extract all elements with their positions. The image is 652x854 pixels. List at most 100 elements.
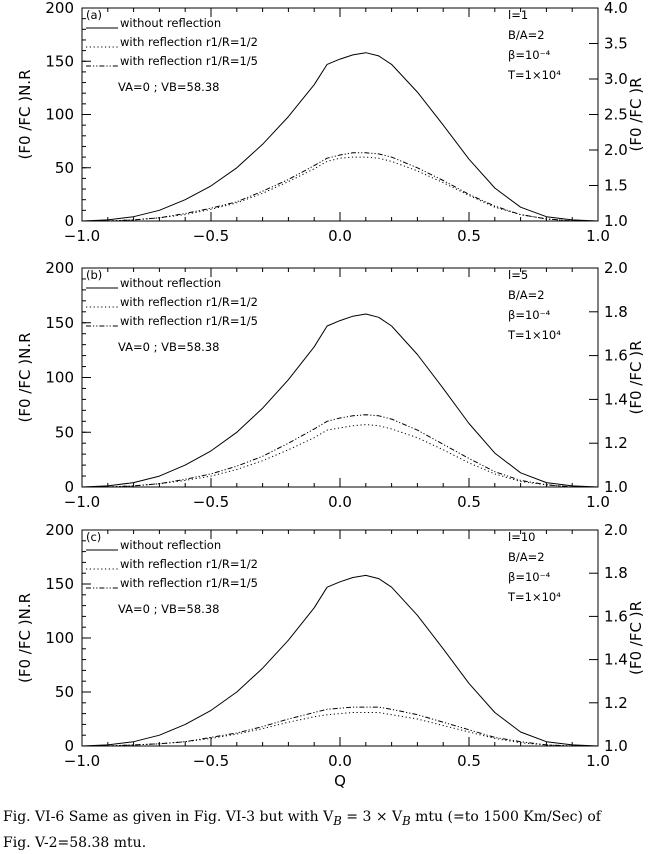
y-axis-label-left: (F0 /FC )N.R <box>16 593 34 683</box>
y-right-tick-label: 3.5 <box>604 35 628 53</box>
y-right-tick-label: 1.4 <box>604 651 628 669</box>
y-right-tick-label: 2.0 <box>604 141 628 159</box>
x-tick-label: 0.0 <box>328 493 352 511</box>
y-left-tick-label: 150 <box>45 314 74 332</box>
panel-label: (c) <box>86 530 101 544</box>
y-left-tick-label: 200 <box>45 0 74 17</box>
chart-panel-3: −1.0 −0.5 0.0 0.5 1.0 0 50 100 150 200 1.0 1.2 1.4 1.… <box>16 521 645 790</box>
param-label: B/A=2 <box>508 550 545 564</box>
param-label: B/A=2 <box>508 28 545 42</box>
y-left-tick-label: 100 <box>45 369 74 387</box>
param-label: T=1×10⁴ <box>507 68 561 82</box>
series-line-solid <box>81 313 599 488</box>
series-line-dashdot <box>82 706 598 747</box>
series-line-dotted <box>82 424 598 488</box>
legend-label: with reflection r1/R=1/5 <box>120 54 258 68</box>
y-left-tick-label: 50 <box>55 159 74 177</box>
param-label: β=10⁻⁴ <box>508 308 551 322</box>
param-label: β=10⁻⁴ <box>508 48 551 62</box>
figure-caption: Fig. VI-6 Same as given in Fig. VI-3 but… <box>3 806 651 854</box>
y-left-tick-label: 100 <box>45 629 74 647</box>
series-line-dotted <box>82 156 598 222</box>
y-right-tick-label: 3.0 <box>604 70 628 88</box>
param-label: T=1×10⁴ <box>507 328 561 342</box>
series-line-dotted <box>82 712 598 747</box>
x-tick-label: 0.5 <box>457 493 481 511</box>
x-tick-label: −1.0 <box>64 752 100 770</box>
figure: −1.0 −0.5 0.0 0.5 1.0 0 50 100 150 200 1.0 1.5 2.0 2.… <box>16 0 645 790</box>
legend-label: with reflection r1/R=1/2 <box>120 557 258 571</box>
y-left-tick-label: 150 <box>45 575 74 593</box>
series-line-solid <box>81 574 599 747</box>
legend-label: with reflection r1/R=1/2 <box>120 295 258 309</box>
legend-label: with reflection r1/R=1/5 <box>120 576 258 590</box>
x-tick-label: 1.0 <box>586 752 610 770</box>
y-right-tick-label: 1.0 <box>604 478 628 496</box>
velocity-note: VA=0 ; VB=58.38 <box>118 340 219 354</box>
legend-label: without reflection <box>120 16 221 30</box>
param-label: β=10⁻⁴ <box>508 570 551 584</box>
chart-panel-1: −1.0 −0.5 0.0 0.5 1.0 0 50 100 150 200 1.0 1.5 2.0 2.… <box>16 0 645 245</box>
x-tick-label: −1.0 <box>64 493 100 511</box>
velocity-note: VA=0 ; VB=58.38 <box>118 80 219 94</box>
y-right-tick-label: 1.5 <box>604 177 628 195</box>
caption-sub-2: B <box>402 813 411 828</box>
caption-text-1: Fig. VI-6 Same as given in Fig. VI-3 but… <box>3 809 334 825</box>
param-label: l=1 <box>508 8 528 22</box>
x-tick-label: −0.5 <box>193 227 229 245</box>
panel-label: (b) <box>86 268 102 282</box>
y-axis-label-right: (F0 /FC )R <box>627 601 645 675</box>
caption-line-1: Fig. VI-6 Same as given in Fig. VI-3 but… <box>3 806 651 832</box>
y-axis-label-right: (F0 /FC )R <box>627 78 645 152</box>
caption-sub-1: B <box>333 813 342 828</box>
caption-line-2: Fig. V-2=58.38 mtu. <box>3 834 147 851</box>
legend-label: with reflection r1/R=1/2 <box>120 35 258 49</box>
y-left-tick-label: 0 <box>64 737 74 755</box>
caption-eq: = 3 × V <box>341 809 403 825</box>
x-tick-label: −1.0 <box>64 227 100 245</box>
y-axis-label-left: (F0 /FC )N.R <box>16 70 34 160</box>
y-right-tick-label: 2.0 <box>604 259 628 277</box>
x-tick-label: 0.0 <box>328 752 352 770</box>
y-axis-label-right: (F0 /FC )R <box>627 341 645 415</box>
y-right-tick-label: 1.0 <box>604 737 628 755</box>
y-axis-label-left: (F0 /FC )N.R <box>16 333 34 423</box>
legend-label: without reflection <box>120 538 221 552</box>
x-tick-label: 0.5 <box>457 752 481 770</box>
param-label: l=10 <box>508 530 535 544</box>
y-left-tick-label: 0 <box>64 212 74 230</box>
y-left-tick-label: 50 <box>55 423 74 441</box>
y-left-tick-label: 50 <box>55 683 74 701</box>
x-axis-label: Q <box>334 772 346 790</box>
y-right-tick-label: 1.6 <box>604 607 628 625</box>
x-tick-label: 1.0 <box>586 227 610 245</box>
y-right-tick-label: 1.6 <box>604 347 628 365</box>
chart-panel-2: −1.0 −0.5 0.0 0.5 1.0 0 50 100 150 200 1.0 1.2 1.4 1.… <box>16 259 645 511</box>
y-left-tick-label: 100 <box>45 106 74 124</box>
series-line-solid <box>81 52 599 222</box>
y-right-tick-label: 1.4 <box>604 390 628 408</box>
y-left-tick-label: 200 <box>45 259 74 277</box>
y-right-tick-label: 1.2 <box>604 434 628 452</box>
y-right-tick-label: 4.0 <box>604 0 628 17</box>
legend-label: without reflection <box>120 276 221 290</box>
y-left-tick-label: 200 <box>45 521 74 539</box>
y-right-tick-label: 1.8 <box>604 303 628 321</box>
velocity-note: VA=0 ; VB=58.38 <box>118 602 219 616</box>
x-tick-label: 1.0 <box>586 493 610 511</box>
x-tick-label: −0.5 <box>193 493 229 511</box>
param-label: B/A=2 <box>508 288 545 302</box>
y-left-tick-label: 0 <box>64 478 74 496</box>
legend-label: with reflection r1/R=1/5 <box>120 314 258 328</box>
x-tick-label: 0.5 <box>457 227 481 245</box>
y-right-tick-label: 1.2 <box>604 694 628 712</box>
y-right-tick-label: 2.0 <box>604 521 628 539</box>
param-label: l=5 <box>508 268 528 282</box>
y-left-tick-label: 150 <box>45 52 74 70</box>
caption-text-rest: mtu (=to 1500 Km/Sec) of <box>410 809 601 825</box>
panel-label: (a) <box>86 8 102 22</box>
y-right-tick-label: 1.8 <box>604 564 628 582</box>
x-tick-label: −0.5 <box>193 752 229 770</box>
x-tick-label: 0.0 <box>328 227 352 245</box>
y-right-tick-label: 2.5 <box>604 106 628 124</box>
